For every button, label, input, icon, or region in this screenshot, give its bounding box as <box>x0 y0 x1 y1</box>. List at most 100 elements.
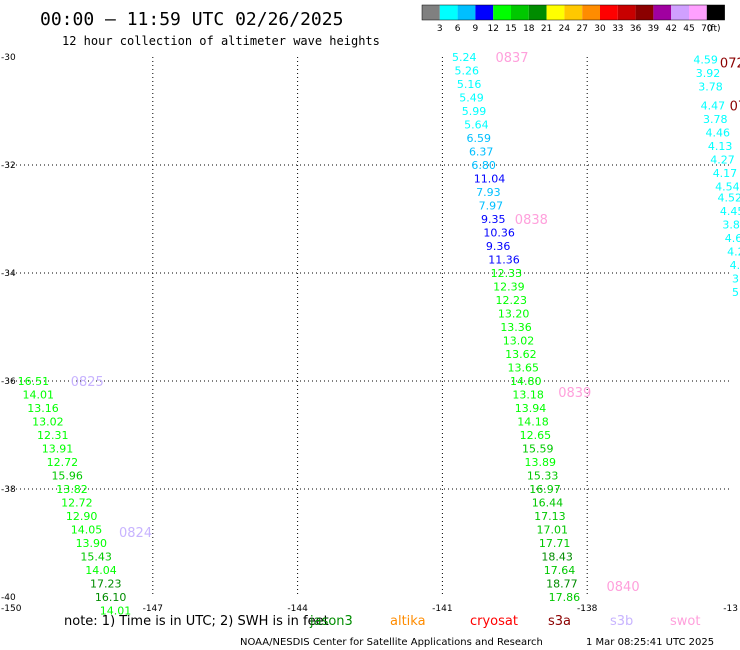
wave-height-label: 12.72 <box>61 497 93 510</box>
wave-height-label: 5.99 <box>462 105 487 118</box>
wave-height-label: 13.36 <box>500 321 532 334</box>
wave-height-label: 13.89 <box>524 456 556 469</box>
colorbar-threshold-label: 15 <box>505 24 516 34</box>
chart-subtitle: 12 hour collection of altimeter wave hei… <box>62 34 380 48</box>
colorbar-threshold-label: 12 <box>487 24 498 34</box>
wave-height-label: 3.78 <box>703 113 728 126</box>
colorbar-swatch <box>457 5 476 20</box>
wave-height-label: 12.31 <box>37 429 69 442</box>
footer-credit: NOAA/NESDIS Center for Satellite Applica… <box>240 637 543 648</box>
wave-height-label: 3 <box>732 272 739 285</box>
wave-height-label: 7.97 <box>479 200 504 213</box>
wave-height-label: 4. <box>730 259 740 272</box>
wave-height-label: 15.43 <box>80 551 112 564</box>
satellite-legend-swot: swot <box>670 614 700 629</box>
wave-height-label: 12.72 <box>47 456 79 469</box>
wave-height-label: 18.43 <box>541 551 573 564</box>
colorbar-swatch <box>511 5 529 20</box>
pass-time-label: 07 <box>730 100 740 115</box>
colorbar-swatch <box>600 5 618 20</box>
wave-height-label: 14.01 <box>100 605 132 618</box>
colorbar-swatch <box>653 5 672 20</box>
wave-height-label: 4.2 <box>727 245 740 258</box>
wave-height-label: 13.02 <box>503 335 535 348</box>
satellite-legend-s3a: s3a <box>548 614 571 629</box>
y-tick-label: -32 <box>1 161 16 171</box>
colorbar-swatch <box>493 5 511 20</box>
colorbar-swatch <box>582 5 600 20</box>
wave-height-label: 4.59 <box>693 54 718 67</box>
colorbar-swatch <box>475 5 494 20</box>
colorbar-threshold-label: 36 <box>630 24 642 34</box>
wave-height-label: 4.45 <box>720 205 740 218</box>
colorbar-threshold-label: 70 <box>701 24 713 34</box>
pass-time-label: 0838 <box>515 213 548 228</box>
wave-height-label: 13.82 <box>56 483 87 496</box>
pass-time-labels: 0825 0824 0837 0838 0839 0840 072 07 <box>71 51 740 595</box>
wave-height-label: 5.26 <box>454 65 479 78</box>
wave-height-label: 4.17 <box>713 167 738 180</box>
wave-height-label: 13.16 <box>27 402 59 415</box>
x-tick-label: -141 <box>432 604 452 614</box>
colorbar-threshold-label: 39 <box>648 24 660 34</box>
wave-height-label: 12.39 <box>493 281 524 294</box>
x-tick-label: -13 <box>723 604 738 614</box>
wave-height-label: 5 <box>732 286 739 299</box>
wave-height-label: 14.80 <box>510 375 542 388</box>
y-tick-labels: -30 -32 -34 -36 -38 -40 <box>1 53 16 603</box>
colorbar-threshold-label: 3 <box>437 24 443 34</box>
satellite-legend: jason3 altika cryosat s3a s3b swot <box>309 614 700 629</box>
wave-height-label: 5.16 <box>457 78 482 91</box>
wave-height-label: 13.90 <box>76 537 108 550</box>
satellite-legend-altika: altika <box>390 614 426 629</box>
pass-time-label: 0840 <box>607 580 640 595</box>
wave-height-label: 5.64 <box>464 119 489 132</box>
colorbar-swatch <box>564 5 583 20</box>
y-tick-label: -40 <box>1 593 16 603</box>
wave-height-label: 4.54 <box>715 181 740 194</box>
colorbar-threshold-label: 6 <box>455 24 461 34</box>
y-tick-label: -38 <box>1 485 16 495</box>
colorbar-swatch <box>706 5 725 20</box>
wave-height-label: 11.04 <box>474 173 506 186</box>
wave-height-label: 17.01 <box>537 524 569 537</box>
y-tick-label: -36 <box>1 377 16 387</box>
colorbar-units: (ft) <box>707 24 721 34</box>
wave-height-label: 17.86 <box>549 591 581 604</box>
wave-height-label: 5.49 <box>459 92 484 105</box>
wave-height-label: 4.13 <box>708 140 733 153</box>
colorbar-threshold-label: 18 <box>523 24 535 34</box>
colorbar-swatch <box>671 5 689 20</box>
wave-height-label: 15.33 <box>527 470 559 483</box>
wave-height-label: 6.59 <box>467 132 492 145</box>
wave-height-label: 4.27 <box>710 154 735 167</box>
wave-height-label: 3.78 <box>698 81 723 94</box>
wave-height-label: 3.92 <box>696 67 721 80</box>
wave-height-label: 14.18 <box>517 416 549 429</box>
wave-height-label: 17.64 <box>544 564 576 577</box>
wave-height-label: 11.36 <box>488 254 519 267</box>
wave-height-label: 17.71 <box>539 537 571 550</box>
wave-height-label: 15.96 <box>51 470 83 483</box>
x-tick-label: -147 <box>143 604 163 614</box>
wave-height-label: 14.04 <box>85 564 117 577</box>
colorbar-swatch <box>439 5 458 20</box>
wave-height-label: 12.90 <box>66 510 98 523</box>
wave-height-label: 12.65 <box>520 429 552 442</box>
colorbar-swatch <box>422 5 440 20</box>
colorbar-frame <box>421 4 725 21</box>
colorbar-threshold-label: 33 <box>612 24 623 34</box>
x-tick-label: -150 <box>1 604 22 614</box>
wave-height-label: 4.46 <box>705 127 730 140</box>
wave-height-label: 15.59 <box>522 443 554 456</box>
x-tick-label: -144 <box>287 604 308 614</box>
wave-height-label: 13.91 <box>42 443 74 456</box>
wave-height-label: 6.37 <box>469 146 494 159</box>
wave-height-label: 13.20 <box>498 308 530 321</box>
plot-grid <box>8 57 732 597</box>
footer-note: note: 1) Time is in UTC; 2) SWH is in fe… <box>64 614 329 629</box>
colorbar-threshold-label: 30 <box>594 24 606 34</box>
wave-height-label: 13.94 <box>515 402 547 415</box>
